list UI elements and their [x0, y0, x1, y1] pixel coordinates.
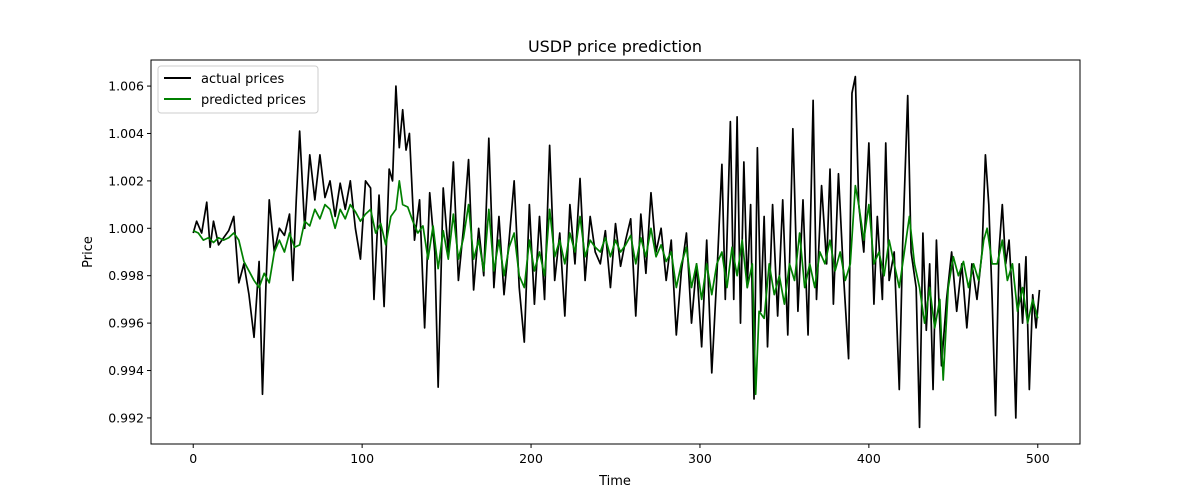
y-tick-label: 0.992 [108, 410, 144, 425]
series-layer [192, 75, 1041, 429]
chart-title: USDP price prediction [528, 37, 702, 56]
x-axis-label: Time [598, 474, 631, 489]
y-tick-label: 1.006 [108, 79, 144, 94]
x-tick-label: 400 [857, 451, 881, 466]
x-axis: 0 100 200 300 400 500 [189, 444, 1050, 466]
y-tick-label: 0.996 [108, 316, 144, 331]
y-tick-label: 0.998 [108, 268, 144, 283]
y-tick-label: 1.000 [108, 221, 144, 236]
plot-area [150, 59, 1081, 445]
series-line-actual-prices [192, 75, 1041, 429]
series-line-predicted-prices [192, 180, 1039, 396]
x-tick-label: 500 [1026, 451, 1050, 466]
plot-frame [150, 59, 1081, 445]
legend: actual prices predicted prices [157, 65, 319, 114]
y-axis-label: Price [81, 236, 96, 268]
x-tick-label: 300 [688, 451, 712, 466]
x-tick-label: 100 [350, 451, 374, 466]
legend-box [157, 65, 319, 114]
x-tick-label: 200 [519, 451, 543, 466]
legend-label-predicted-prices: predicted prices [201, 93, 306, 108]
x-tick-label: 0 [189, 451, 197, 466]
y-tick-label: 0.994 [108, 363, 144, 378]
y-tick-label: 1.002 [108, 173, 144, 188]
y-axis: 0.992 0.994 0.996 0.998 1.000 1.002 1.004 1.006 [108, 79, 151, 425]
y-tick-label: 1.004 [108, 126, 144, 141]
legend-label-actual-prices: actual prices [201, 72, 285, 87]
